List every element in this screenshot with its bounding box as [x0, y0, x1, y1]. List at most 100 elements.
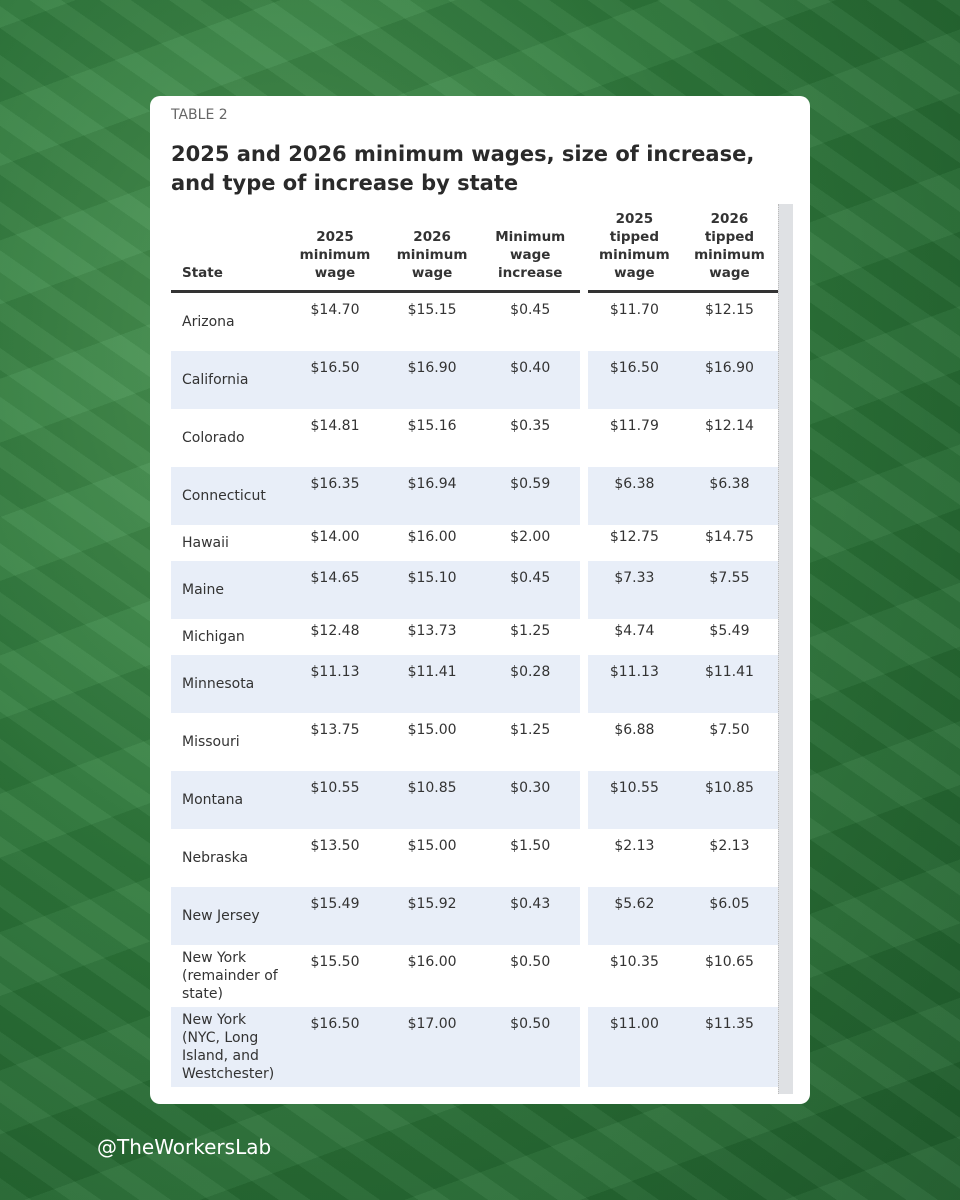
wage-cell: $1.25	[480, 713, 588, 771]
wage-cell: $5.49	[709, 623, 750, 639]
wage-cell: $13.50	[310, 838, 360, 854]
wage-cell: $4.74	[614, 623, 655, 639]
table-row: California $16.50 $16.90 $0.40 $16.50 $16.90	[171, 351, 778, 409]
table-row: Arizona $14.70 $15.15 $0.45 $11.70 $12.15	[171, 291, 778, 351]
wage-cell: $11.79	[609, 418, 659, 434]
wage-cell: $10.55	[286, 771, 384, 829]
wage-cell: $17.00	[383, 1007, 481, 1087]
wage-cell: $16.90	[680, 351, 778, 409]
wage-cell: $16.94	[383, 467, 481, 525]
state-cell: Missouri	[182, 734, 240, 750]
wage-cell: $14.81	[310, 418, 360, 434]
scrollbar	[778, 204, 793, 1094]
wage-cell: $0.30	[480, 771, 588, 829]
wage-cell: $15.50	[310, 954, 360, 970]
wage-cell: $12.15	[704, 302, 754, 318]
table-row: Connecticut $16.35 $16.94 $0.59 $6.38 $6.38	[171, 467, 778, 525]
wage-cell: $13.73	[407, 623, 457, 639]
table-row: New Jersey $15.49 $15.92 $0.43 $5.62 $6.05	[171, 887, 778, 945]
wage-cell: $16.50	[286, 351, 384, 409]
wage-cell: $14.65	[286, 561, 384, 619]
wage-cell: $11.13	[286, 655, 384, 713]
wage-cell: $0.50	[480, 1007, 588, 1087]
state-cell: Nebraska	[182, 850, 249, 866]
column-header: 2026 minimum wage	[383, 204, 481, 293]
wage-cell: $0.59	[480, 467, 588, 525]
handle: @TheWorkersLab	[97, 1135, 272, 1159]
wage-cell: $0.45	[480, 291, 588, 351]
column-header: Minimum wage increase	[480, 204, 588, 293]
wage-cell: $7.50	[709, 722, 750, 738]
wage-cell: $0.45	[480, 561, 588, 619]
table-row: Nebraska $13.50 $15.00 $1.50 $2.13 $2.13	[171, 829, 778, 887]
wage-cell: $15.49	[286, 887, 384, 945]
wage-cell: $6.38	[583, 467, 681, 525]
table-row: Michigan $12.48 $13.73 $1.25 $4.74 $5.49	[171, 619, 778, 655]
wage-cell: $12.14	[704, 418, 754, 434]
wage-cell: $0.50	[480, 945, 588, 1007]
table-row: New York (NYC, Long Island, and Westches…	[171, 1007, 778, 1087]
wage-cell: $12.48	[310, 623, 360, 639]
wage-cell: $14.00	[310, 529, 360, 545]
wage-cell: $12.75	[609, 529, 659, 545]
state-cell: Connecticut	[171, 467, 287, 525]
wage-cell: $14.70	[310, 302, 360, 318]
wage-cell: $6.05	[680, 887, 778, 945]
wage-cell: $2.13	[709, 838, 750, 854]
state-cell: Arizona	[182, 314, 235, 330]
state-cell: New York (NYC, Long Island, and Westches…	[171, 1007, 287, 1087]
header-row: State 2025 minimum wage 2026 minimum wage M…	[171, 204, 778, 293]
state-cell: Minnesota	[171, 655, 287, 713]
wage-cell: $16.00	[407, 954, 457, 970]
wage-cell: $15.16	[407, 418, 457, 434]
state-cell: New York (remainder of state)	[182, 950, 278, 1002]
state-cell: Michigan	[182, 629, 245, 645]
wage-cell: $2.13	[614, 838, 655, 854]
wage-cell: $5.62	[583, 887, 681, 945]
wage-cell: $15.00	[407, 838, 457, 854]
column-header: 2025 minimum wage	[286, 204, 384, 293]
wage-cell: $11.13	[583, 655, 681, 713]
wage-cell: $6.38	[680, 467, 778, 525]
state-cell: Hawaii	[182, 535, 229, 551]
wage-cell: $11.35	[680, 1007, 778, 1087]
table-row: Maine $14.65 $15.10 $0.45 $7.33 $7.55	[171, 561, 778, 619]
state-cell: Colorado	[182, 430, 245, 446]
wage-cell: $1.50	[480, 829, 588, 887]
table-row: Colorado $14.81 $15.16 $0.35 $11.79 $12.14	[171, 409, 778, 467]
column-header: 2026 tipped minimum wage	[680, 204, 778, 293]
state-cell: New Jersey	[171, 887, 287, 945]
wage-cell: $16.50	[583, 351, 681, 409]
wage-cell: $11.41	[383, 655, 481, 713]
wage-cell: $1.25	[480, 619, 588, 655]
wage-cell: $16.50	[286, 1007, 384, 1087]
wage-cell: $7.33	[583, 561, 681, 619]
wage-cell: $10.65	[704, 954, 754, 970]
wage-cell: $10.55	[583, 771, 681, 829]
wage-cell: $16.90	[383, 351, 481, 409]
wage-cell: $10.85	[383, 771, 481, 829]
table-row: Minnesota $11.13 $11.41 $0.28 $11.13 $11.41	[171, 655, 778, 713]
wage-cell: $0.40	[480, 351, 588, 409]
wage-cell: $6.88	[614, 722, 655, 738]
table-card: TABLE 2 2025 and 2026 minimum wages, siz…	[150, 96, 810, 1104]
wage-cell: $11.00	[583, 1007, 681, 1087]
column-header: 2025 tipped minimum wage	[583, 204, 681, 293]
wage-cell: $14.75	[704, 529, 754, 545]
wage-cell: $15.00	[407, 722, 457, 738]
wage-cell: $15.15	[407, 302, 457, 318]
wage-cell: $15.92	[383, 887, 481, 945]
wage-cell: $16.35	[286, 467, 384, 525]
table-row: Missouri $13.75 $15.00 $1.25 $6.88 $7.50	[171, 713, 778, 771]
wage-cell: $10.35	[609, 954, 659, 970]
column-header: State	[171, 204, 287, 293]
wage-cell: $0.35	[480, 409, 588, 467]
wage-cell: $16.00	[407, 529, 457, 545]
table-row: Hawaii $14.00 $16.00 $2.00 $12.75 $14.75	[171, 525, 778, 561]
state-cell: Maine	[171, 561, 287, 619]
wage-cell: $11.70	[609, 302, 659, 318]
table-row: Montana $10.55 $10.85 $0.30 $10.55 $10.85	[171, 771, 778, 829]
wage-cell: $10.85	[680, 771, 778, 829]
table-row: New York (remainder of state) $15.50 $16.0…	[171, 945, 778, 1007]
